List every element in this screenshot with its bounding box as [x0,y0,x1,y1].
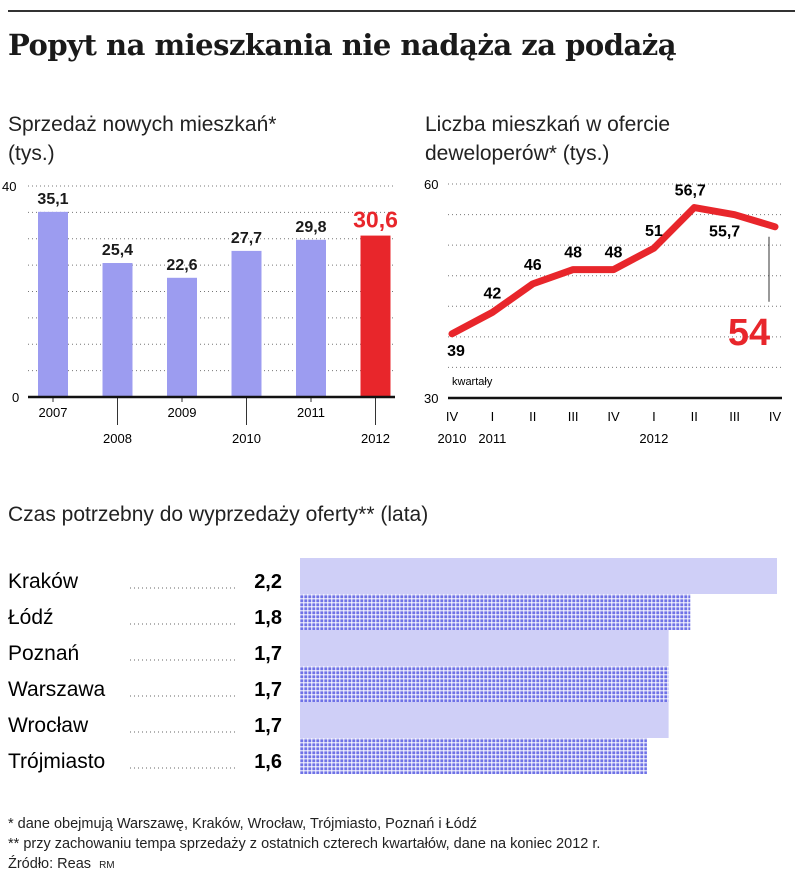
value-label: 2,2 [254,571,282,593]
category-label: Wrocław [8,714,89,737]
x-tick-label: 2007 [39,405,68,420]
value-label: 1,7 [254,643,282,665]
data-label: 35,1 [37,191,68,208]
bar [300,630,669,666]
point-label: 48 [605,245,623,262]
bar [300,702,669,738]
offer-chart-unit: (tys.) [562,142,610,165]
time-hbar-chart: Kraków 2,2 Łódź 1,8 Poznań 1,7 Warszawa 1,7 Wroc… [8,558,777,774]
time-chart-title-text: Czas potrzebny do wyprzedaży oferty** [8,503,375,526]
category-label: Warszawa [8,678,106,701]
point-label: 48 [564,245,582,262]
x-year-label: 2010 [438,431,467,446]
point-label: 51 [645,223,663,240]
data-label: 30,6 [353,207,398,233]
offer-chart-title-line2: deweloperów* (tys.) [425,139,670,168]
source-note: Źródło: Reas RM [8,856,115,872]
bar [231,250,262,397]
x-axis-caption: kwartały [452,376,493,388]
x-tick-label: 2009 [168,405,197,420]
sales-chart-title-text: Sprzedaż nowych mieszkań* [8,113,277,136]
bar [360,235,391,397]
bar [300,594,691,630]
sales-bar-chart: 40 0 35,1 2007 25,4 2008 22,6 2009 27,7 2010 29,8 2… [2,179,398,446]
x-tick-label: IV [769,409,782,424]
bar [300,738,647,774]
sales-chart-unit: (tys.) [8,142,55,165]
x-year-label: 2011 [478,431,506,446]
data-label: 27,7 [231,230,262,247]
bar [167,277,197,397]
time-chart-unit: (lata) [380,503,429,526]
x-tick-label: 2010 [232,431,261,446]
x-year-label: 2012 [639,431,668,446]
y-tick-label: 30 [424,391,438,406]
page-title: Popyt na mieszkania nie nadąża za podażą [8,28,677,62]
y-tick-label: 60 [424,177,438,192]
x-tick-label: II [529,409,536,424]
data-label: 29,8 [295,219,326,236]
footnote-2: ** przy zachowaniu tempa sprzedaży z ost… [8,836,601,852]
footnote-1: * dane obejmują Warszawę, Kraków, Wrocła… [8,816,478,832]
x-tick-label: 2012 [361,431,390,446]
y-tick-label: 40 [2,179,16,194]
category-label: Trójmiasto [8,750,105,773]
bar [296,239,326,397]
value-label: 1,8 [254,607,282,629]
point-label: 42 [483,285,501,302]
credit-initials: RM [99,860,115,871]
offer-chart-title: Liczba mieszkań w ofercie deweloperów* (… [425,110,670,168]
bar [38,211,68,397]
x-tick-label: 2008 [103,431,132,446]
highlight-label: 54 [728,312,770,354]
value-label: 1,6 [254,751,282,773]
time-chart-title: Czas potrzebny do wyprzedaży oferty** (l… [8,500,428,529]
x-tick-label: III [568,409,579,424]
sales-chart-title: Sprzedaż nowych mieszkań* (tys.) [8,110,276,168]
series-line [448,204,779,338]
category-label: Poznań [8,642,79,665]
x-tick-label: I [652,409,656,424]
offer-chart-title-line2-text: deweloperów* [425,142,557,165]
x-tick-label: II [691,409,698,424]
bar [300,558,777,594]
value-label: 1,7 [254,679,282,701]
category-label: Kraków [8,570,79,593]
point-label: 56,7 [675,183,706,200]
bar [102,263,133,397]
x-tick-label: IV [607,409,620,424]
source-text: Źródło: Reas [8,856,92,872]
point-label: 55,7 [709,224,740,241]
offer-chart-title-line1: Liczba mieszkań w ofercie [425,113,671,136]
point-label: 46 [524,257,542,274]
data-label: 22,6 [166,257,197,274]
x-tick-label: IV [446,409,459,424]
x-tick-label: III [729,409,740,424]
x-tick-label: I [491,409,495,424]
category-label: Łódź [8,606,54,629]
top-rule [8,10,795,12]
y-tick-label: 0 [12,390,19,405]
point-label: 39 [447,343,465,360]
value-label: 1,7 [254,715,282,737]
x-tick-label: 2011 [297,405,325,420]
data-label: 25,4 [102,242,133,259]
bar [300,666,669,702]
